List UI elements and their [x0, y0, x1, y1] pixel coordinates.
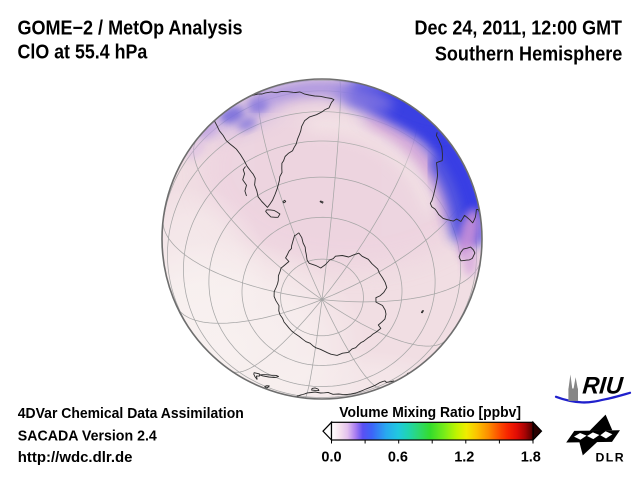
svg-text:1.2: 1.2 [454, 450, 474, 466]
svg-text:Volume Mixing Ratio [ppbv]: Volume Mixing Ratio [ppbv] [339, 405, 521, 421]
svg-text:0.0: 0.0 [321, 450, 341, 466]
svg-text:Southern Hemisphere: Southern Hemisphere [435, 44, 622, 66]
svg-text:http://wdc.dlr.de: http://wdc.dlr.de [18, 450, 133, 466]
svg-text:GOME−2 / MetOp Analysis: GOME−2 / MetOp Analysis [18, 17, 243, 39]
svg-text:SACADA Version 2.4: SACADA Version 2.4 [18, 428, 157, 444]
svg-text:RIU: RIU [581, 373, 624, 400]
svg-text:ClO at 55.4 hPa: ClO at 55.4 hPa [18, 41, 149, 63]
svg-text:0.6: 0.6 [388, 450, 408, 466]
svg-text:DLR: DLR [596, 450, 625, 464]
svg-text:1.8: 1.8 [521, 450, 541, 466]
svg-text:4DVar Chemical Data Assimilati: 4DVar Chemical Data Assimilation [18, 406, 244, 422]
svg-text:Dec 24, 2011, 12:00 GMT: Dec 24, 2011, 12:00 GMT [415, 17, 623, 39]
